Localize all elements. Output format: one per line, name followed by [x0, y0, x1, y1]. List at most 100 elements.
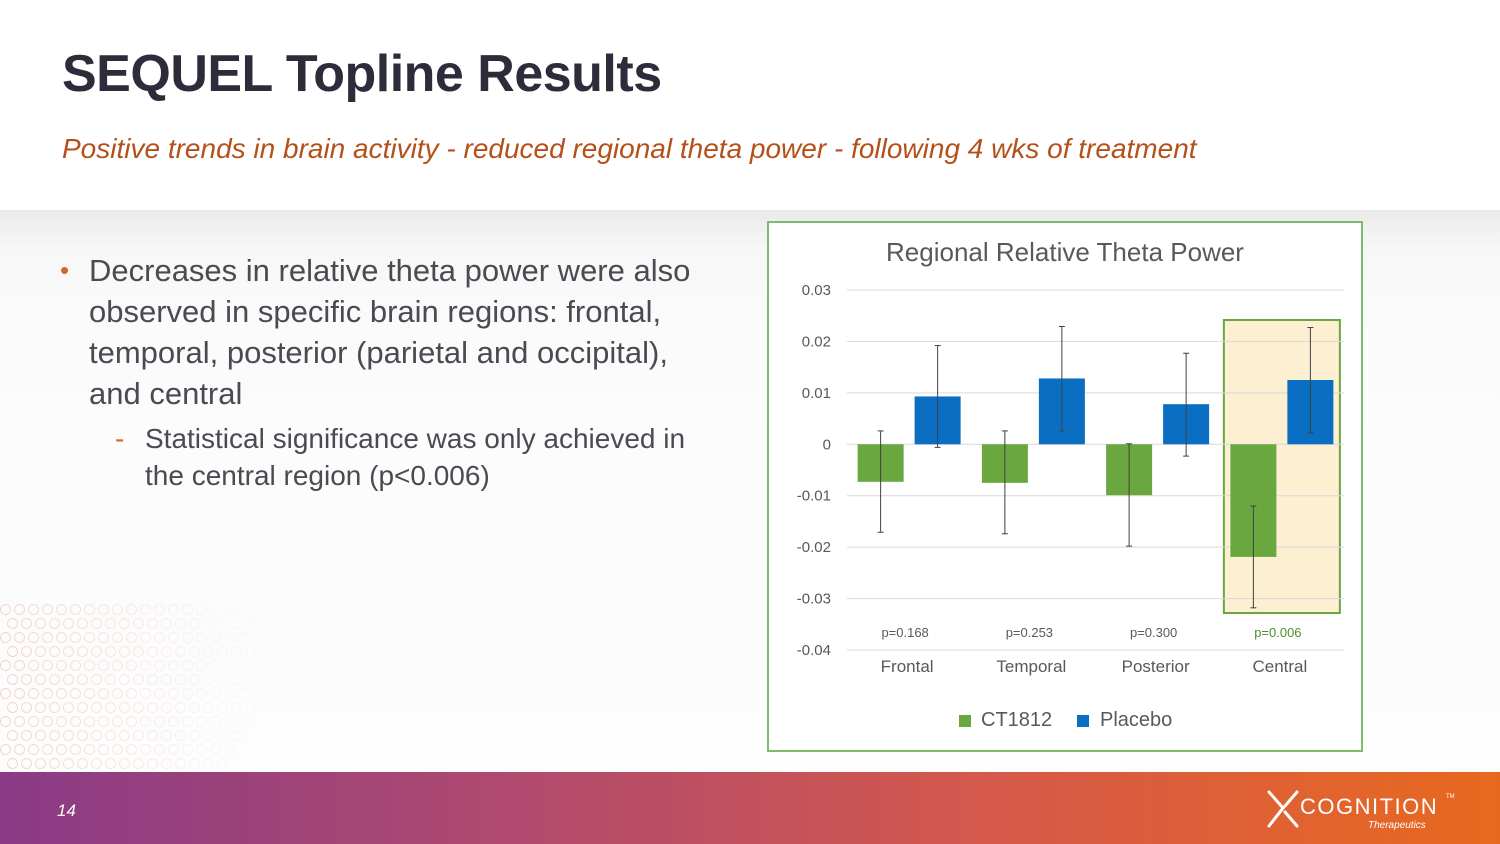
- decorative-dot: [154, 716, 165, 727]
- decorative-dot: [126, 604, 137, 615]
- decorative-dot: [35, 758, 46, 769]
- company-logo: COGNITION TM Therapeutics: [1266, 790, 1466, 834]
- decorative-dot: [98, 632, 109, 643]
- decorative-dot: [112, 688, 123, 699]
- decorative-dot: [140, 716, 151, 727]
- p-value-label: p=0.300: [1130, 625, 1177, 640]
- decorative-dot: [224, 688, 235, 699]
- y-tick-label: 0: [823, 436, 831, 453]
- decorative-dot: [7, 646, 18, 657]
- decorative-dot: [210, 716, 221, 727]
- decorative-dot: [35, 730, 46, 741]
- decorative-dot: [140, 688, 151, 699]
- decorative-dot: [56, 716, 67, 727]
- page-number: 14: [57, 801, 76, 820]
- decorative-dot: [77, 702, 88, 713]
- decorative-dot: [0, 688, 11, 699]
- decorative-dot: [161, 674, 172, 685]
- decorative-dot: [119, 758, 130, 769]
- decorative-dot: [238, 688, 249, 699]
- decorative-dot: [70, 716, 81, 727]
- decorative-dot: [224, 660, 235, 671]
- decorative-dot: [7, 618, 18, 629]
- decorative-dot: [175, 730, 186, 741]
- decorative-dot: [14, 744, 25, 755]
- decorative-dot: [168, 660, 179, 671]
- decorative-dot: [224, 716, 235, 727]
- decorative-dot: [154, 660, 165, 671]
- decorative-dot: [217, 702, 228, 713]
- decorative-dot: [49, 730, 60, 741]
- decorative-dot: [28, 604, 39, 615]
- decorative-dot: [63, 646, 74, 657]
- decorative-dot: [203, 702, 214, 713]
- decorative-dot: [56, 744, 67, 755]
- decorative-dot: [56, 632, 67, 643]
- decorative-dot: [238, 604, 249, 615]
- decorative-dot: [49, 618, 60, 629]
- decorative-dot: [217, 674, 228, 685]
- decorative-dot: [70, 744, 81, 755]
- decorative-dot: [77, 674, 88, 685]
- decorative-dot: [7, 674, 18, 685]
- decorative-dot: [77, 758, 88, 769]
- decorative-dot: [210, 632, 221, 643]
- decorative-dot: [189, 674, 200, 685]
- slide-title: SEQUEL Topline Results: [62, 45, 662, 103]
- decorative-dot: [7, 758, 18, 769]
- decorative-dot: [49, 674, 60, 685]
- decorative-dot: [147, 730, 158, 741]
- decorative-dot: [217, 618, 228, 629]
- decorative-dot: [189, 758, 200, 769]
- y-tick-label: 0.01: [802, 385, 831, 402]
- decorative-dot: [154, 744, 165, 755]
- decorative-dot: [133, 618, 144, 629]
- p-value-label: p=0.168: [881, 625, 928, 640]
- decorative-dot: [112, 744, 123, 755]
- decorative-dot: [21, 758, 32, 769]
- y-tick-label: -0.03: [797, 591, 831, 608]
- decorative-dot: [0, 660, 11, 671]
- decorative-dot: [35, 618, 46, 629]
- decorative-dot: [84, 744, 95, 755]
- decorative-dot: [210, 688, 221, 699]
- decorative-dot: [133, 730, 144, 741]
- decorative-dot: [119, 702, 130, 713]
- legend-label: Placebo: [1100, 709, 1172, 731]
- decorative-dot: [245, 674, 256, 685]
- decorative-dot: [189, 730, 200, 741]
- decorative-dot: [231, 674, 242, 685]
- decorative-dot: [182, 604, 193, 615]
- decorative-dot: [161, 702, 172, 713]
- decorative-dot: [21, 730, 32, 741]
- decorative-dot: [238, 632, 249, 643]
- decorative-dot: [63, 758, 74, 769]
- decorative-dot: [210, 744, 221, 755]
- decorative-dot: [182, 660, 193, 671]
- decorative-dot: [203, 730, 214, 741]
- decorative-dot: [63, 702, 74, 713]
- decorative-dot: [175, 758, 186, 769]
- sub-bullet-text: Statistical significance was only achiev…: [145, 423, 686, 491]
- decorative-dot: [147, 674, 158, 685]
- decorative-dot: [63, 730, 74, 741]
- decorative-dot: [42, 744, 53, 755]
- decorative-dot: [0, 716, 11, 727]
- decorative-dot: [245, 618, 256, 629]
- category-label: Frontal: [881, 657, 934, 676]
- decorative-dot: [7, 702, 18, 713]
- decorative-dot: [105, 646, 116, 657]
- decorative-dot-pattern: [0, 600, 260, 772]
- decorative-dot: [91, 646, 102, 657]
- decorative-dot: [196, 632, 207, 643]
- decorative-dot: [119, 730, 130, 741]
- bullet-text: Decreases in relative theta power were a…: [89, 253, 691, 411]
- decorative-dot: [77, 646, 88, 657]
- logo-trademark: TM: [1446, 794, 1455, 800]
- bullet-list: • Decreases in relative theta power were…: [60, 250, 720, 494]
- decorative-dot: [189, 646, 200, 657]
- decorative-dot: [133, 758, 144, 769]
- footer-bar: 14 COGNITION TM Therapeutics: [0, 772, 1500, 844]
- decorative-dot: [105, 758, 116, 769]
- decorative-dot: [126, 716, 137, 727]
